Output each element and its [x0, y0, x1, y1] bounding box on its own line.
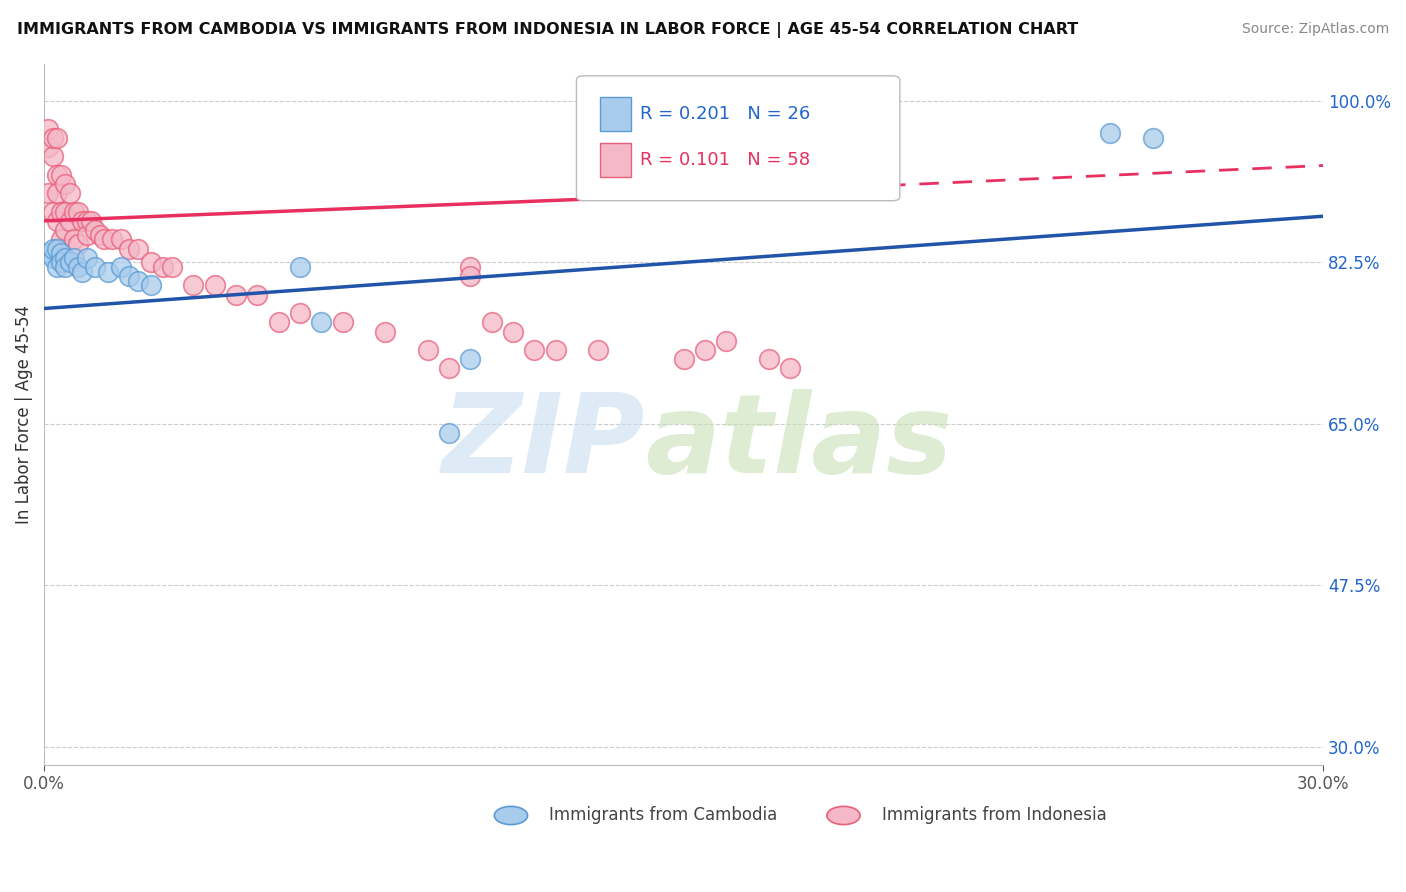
Text: Immigrants from Indonesia: Immigrants from Indonesia	[882, 806, 1107, 824]
Point	[139, 278, 162, 293]
Point	[76, 227, 98, 242]
Point	[246, 287, 269, 301]
Point	[67, 260, 90, 274]
Point	[45, 168, 67, 182]
Point	[76, 251, 98, 265]
Point	[309, 315, 332, 329]
Point	[72, 214, 94, 228]
Point	[84, 223, 107, 237]
Text: atlas: atlas	[645, 389, 953, 496]
Point	[544, 343, 567, 357]
Point	[152, 260, 174, 274]
Point	[716, 334, 738, 348]
Point	[41, 131, 63, 145]
Point	[118, 269, 141, 284]
Point	[51, 204, 73, 219]
Point	[127, 274, 149, 288]
Point	[41, 251, 63, 265]
Point	[59, 255, 82, 269]
Point	[51, 168, 73, 182]
Point	[63, 232, 86, 246]
Point	[758, 352, 780, 367]
Point	[160, 260, 183, 274]
Point	[37, 186, 59, 201]
Point	[460, 260, 482, 274]
Text: R = 0.101   N = 58: R = 0.101 N = 58	[640, 151, 810, 169]
Point	[288, 260, 311, 274]
Point	[63, 251, 86, 265]
Point	[672, 352, 695, 367]
Point	[1098, 126, 1121, 140]
Point	[51, 232, 73, 246]
Point	[204, 278, 226, 293]
Point	[84, 260, 107, 274]
Point	[127, 242, 149, 256]
Point	[523, 343, 546, 357]
Point	[55, 260, 77, 274]
Point	[110, 260, 132, 274]
Point	[55, 223, 77, 237]
Point	[1142, 131, 1164, 145]
Point	[93, 232, 115, 246]
Circle shape	[495, 806, 527, 824]
Point	[45, 131, 67, 145]
Text: ZIP: ZIP	[441, 389, 645, 496]
Point	[225, 287, 247, 301]
Point	[55, 177, 77, 191]
Circle shape	[827, 806, 860, 824]
Point	[55, 251, 77, 265]
Point	[416, 343, 439, 357]
Point	[89, 227, 111, 242]
Point	[110, 232, 132, 246]
Text: R = 0.201   N = 26: R = 0.201 N = 26	[640, 105, 810, 123]
Point	[41, 242, 63, 256]
Point	[693, 343, 716, 357]
Point	[37, 121, 59, 136]
Point	[59, 214, 82, 228]
Point	[139, 255, 162, 269]
Point	[80, 214, 103, 228]
Point	[779, 361, 801, 376]
Point	[460, 352, 482, 367]
Point	[72, 264, 94, 278]
Text: Immigrants from Cambodia: Immigrants from Cambodia	[550, 806, 778, 824]
Point	[183, 278, 205, 293]
Point	[374, 325, 396, 339]
Point	[76, 214, 98, 228]
Point	[101, 232, 124, 246]
Point	[288, 306, 311, 320]
Point	[59, 186, 82, 201]
Point	[45, 242, 67, 256]
Point	[45, 186, 67, 201]
Y-axis label: In Labor Force | Age 45-54: In Labor Force | Age 45-54	[15, 305, 32, 524]
Point	[37, 246, 59, 260]
Point	[437, 361, 460, 376]
Point	[51, 246, 73, 260]
Point	[63, 204, 86, 219]
Point	[41, 204, 63, 219]
Point	[67, 204, 90, 219]
Point	[118, 242, 141, 256]
Point	[55, 204, 77, 219]
Text: Source: ZipAtlas.com: Source: ZipAtlas.com	[1241, 22, 1389, 37]
Point	[267, 315, 290, 329]
Point	[332, 315, 354, 329]
Point	[45, 214, 67, 228]
Point	[45, 260, 67, 274]
Point	[437, 425, 460, 440]
Point	[460, 269, 482, 284]
Text: IMMIGRANTS FROM CAMBODIA VS IMMIGRANTS FROM INDONESIA IN LABOR FORCE | AGE 45-54: IMMIGRANTS FROM CAMBODIA VS IMMIGRANTS F…	[17, 22, 1078, 38]
Point	[67, 236, 90, 251]
Point	[37, 140, 59, 154]
Point	[481, 315, 503, 329]
Point	[41, 149, 63, 163]
Point	[502, 325, 524, 339]
Point	[51, 255, 73, 269]
Point	[97, 264, 120, 278]
Point	[588, 343, 610, 357]
